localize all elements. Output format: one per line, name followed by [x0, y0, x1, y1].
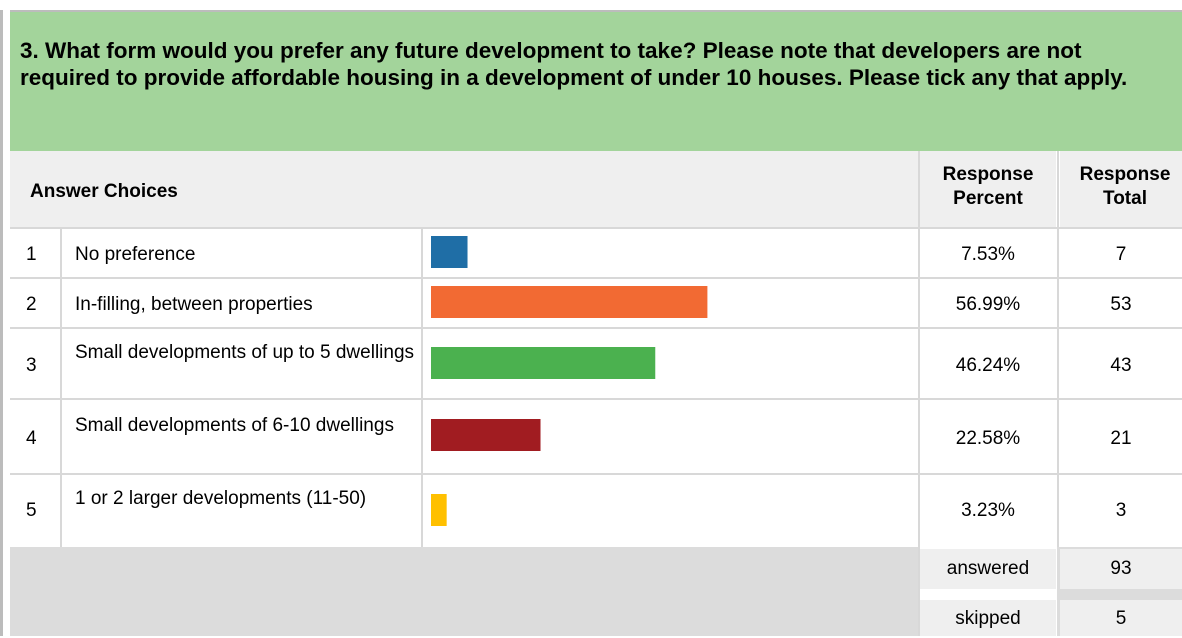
response-percent: 7.53% — [961, 244, 1015, 265]
response-percent-header-cell — [920, 151, 1056, 227]
response-percent: 56.99% — [955, 294, 1021, 315]
answer-label: Small developments of 6-10 dwellings — [75, 415, 394, 436]
answer-label: In-filling, between properties — [75, 294, 313, 315]
response-total: 21 — [1110, 428, 1132, 449]
survey-frame — [0, 10, 1182, 636]
row-divider — [10, 227, 1182, 229]
bar-small-6-10 — [431, 419, 541, 451]
response-percent-header: Response Percent — [920, 163, 1056, 211]
response-percent: 3.23% — [961, 500, 1015, 521]
answer-choices-header: Answer Choices — [10, 151, 918, 227]
row-divider — [10, 398, 1182, 400]
skipped-label: skipped — [920, 600, 1056, 636]
response-total: 3 — [1115, 500, 1127, 521]
footer-summary — [10, 547, 918, 636]
bar-small-up-to-5 — [431, 347, 656, 379]
bar-larger-11-50 — [431, 494, 447, 526]
response-percent: 22.58% — [955, 428, 1021, 449]
answer-choices-label: Answer Choices — [30, 181, 178, 202]
column-divider — [918, 151, 920, 636]
bar-no-preference — [431, 236, 468, 268]
column-divider — [60, 227, 62, 547]
response-total: 43 — [1110, 355, 1132, 376]
response-bar-chart — [431, 236, 708, 526]
answer-label: No preference — [75, 244, 196, 265]
column-divider — [421, 227, 423, 547]
bar-in-filling — [431, 286, 708, 318]
row-divider — [10, 473, 1182, 475]
response-total: 7 — [1115, 244, 1127, 265]
row-number: 1 — [26, 244, 37, 265]
answered-label: answered — [920, 549, 1056, 589]
response-percent: 46.24% — [955, 355, 1021, 376]
question-text: 3. What form would you prefer any future… — [20, 38, 1128, 90]
row-number: 4 — [26, 428, 37, 449]
row-number: 2 — [26, 294, 37, 315]
response-percent-header-line2: Percent — [953, 188, 1023, 209]
skipped-value: 5 — [1060, 600, 1182, 636]
row-divider — [10, 327, 1182, 329]
response-percent-header-line1: Response — [942, 164, 1034, 185]
row-divider — [10, 277, 1182, 279]
question-header — [10, 10, 1182, 151]
response-total-header: Response Total — [1064, 163, 1182, 211]
row-number: 3 — [26, 355, 37, 376]
response-total-header-cell — [1060, 151, 1182, 227]
answer-label: 1 or 2 larger developments (11-50) — [75, 488, 367, 509]
response-total: 53 — [1110, 294, 1132, 315]
response-total-header-line1: Response — [1079, 164, 1171, 185]
answered-value: 93 — [1060, 549, 1182, 589]
column-divider — [1057, 151, 1059, 636]
row-number: 5 — [26, 500, 37, 521]
response-total-header-line2: Total — [1103, 188, 1147, 209]
answer-label: Small developments of up to 5 dwellings — [75, 342, 415, 363]
